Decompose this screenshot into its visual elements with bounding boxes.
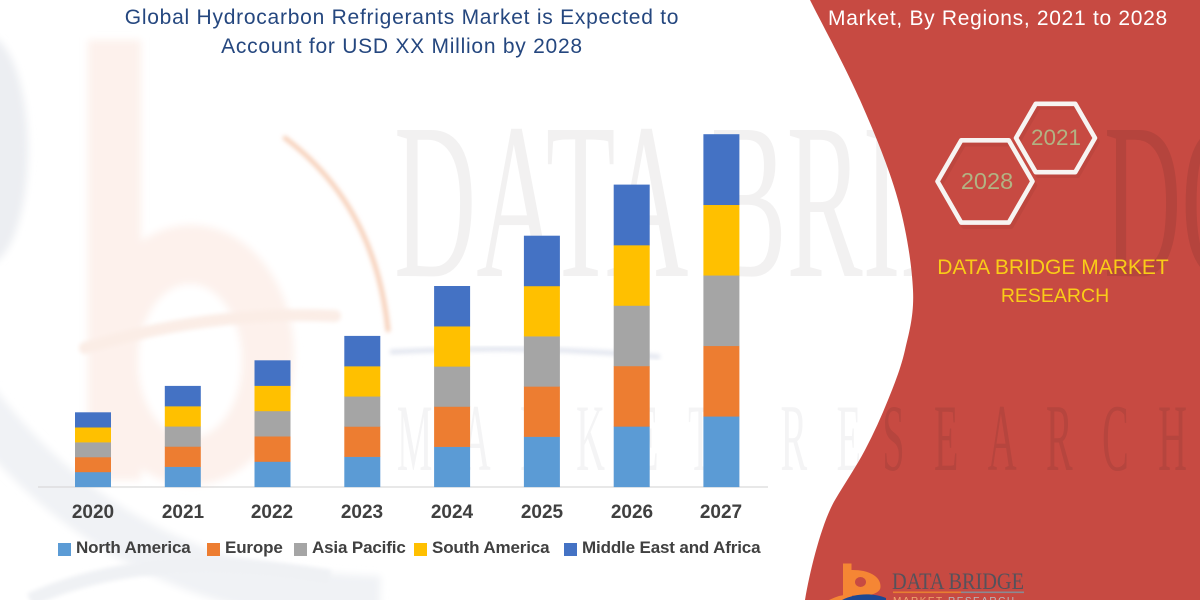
svg-text:RESEARCH: RESEARCH [948, 596, 1016, 600]
svg-text:MARKET: MARKET [893, 596, 944, 600]
svg-text:DATA BRIDGE: DATA BRIDGE [892, 569, 1024, 594]
svg-text:DGE: DGE [1104, 78, 1200, 325]
